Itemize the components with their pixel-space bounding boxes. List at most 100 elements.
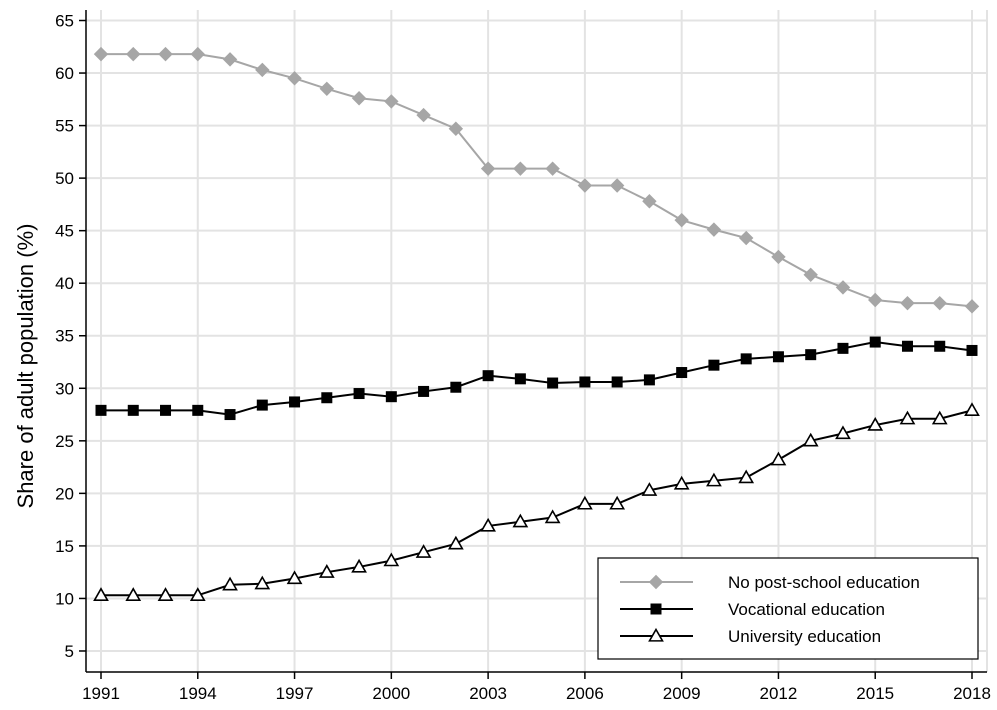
series-line-no-post-school	[101, 53, 973, 308]
data-point-no-post-school	[222, 52, 238, 67]
data-point-no-post-school	[319, 81, 335, 97]
data-point-vocational	[643, 374, 655, 386]
data-point-no-post-school	[738, 230, 754, 246]
y-tick-label: 50	[55, 169, 74, 188]
data-point-no-post-school	[158, 46, 173, 62]
data-point-no-post-school	[351, 91, 367, 106]
y-tick-label: 55	[55, 117, 74, 136]
data-point-university	[964, 402, 980, 417]
data-point-no-post-school	[609, 178, 625, 193]
x-tick-label: 2012	[760, 684, 798, 703]
data-point-university	[157, 587, 174, 601]
x-tick-label: 2000	[372, 684, 410, 703]
data-point-university	[738, 469, 755, 484]
data-point-vocational	[772, 351, 784, 363]
data-point-vocational	[901, 340, 913, 352]
data-point-vocational	[966, 344, 978, 356]
data-point-vocational	[353, 388, 365, 400]
data-point-no-post-school	[513, 161, 528, 176]
data-point-no-post-school	[803, 267, 818, 283]
data-point-vocational	[127, 404, 139, 416]
legend: No post-school education Vocational educa…	[597, 557, 979, 660]
data-point-vocational	[321, 392, 333, 404]
x-tick-label: 1991	[82, 684, 120, 703]
data-point-vocational	[514, 373, 526, 385]
data-point-university	[802, 432, 819, 447]
y-tick-label: 15	[55, 537, 74, 556]
y-tick-label: 10	[55, 589, 74, 608]
series-line-vocational	[101, 341, 973, 416]
data-point-no-post-school	[416, 107, 431, 123]
legend-label-vocational: Vocational education	[728, 600, 885, 619]
data-point-no-post-school	[545, 161, 560, 176]
data-point-vocational	[482, 370, 494, 382]
data-point-university	[222, 576, 238, 591]
x-tick-label: 1997	[276, 684, 314, 703]
data-point-university	[351, 558, 367, 573]
data-point-no-post-school	[932, 295, 947, 311]
legend-marker-university	[648, 627, 664, 642]
x-tick-label: 2018	[953, 684, 991, 703]
data-point-vocational	[224, 409, 236, 421]
data-point-no-post-school	[577, 178, 593, 193]
data-point-no-post-school	[868, 292, 883, 308]
data-point-no-post-school	[93, 46, 109, 62]
data-point-no-post-school	[900, 295, 915, 311]
data-point-vocational	[450, 381, 462, 393]
x-tick-label: 1994	[179, 684, 217, 703]
data-point-university	[673, 475, 690, 490]
data-point-vocational	[579, 376, 591, 388]
data-point-vocational	[547, 377, 559, 389]
data-point-university	[254, 575, 271, 590]
data-point-university	[544, 509, 561, 524]
data-point-vocational	[256, 399, 268, 411]
legend-marker-no-post-school	[648, 574, 664, 590]
data-point-university	[706, 472, 722, 487]
data-point-university	[93, 587, 109, 601]
y-tick-label: 25	[55, 432, 74, 451]
y-tick-label: 65	[55, 12, 74, 31]
data-point-no-post-school	[384, 94, 399, 109]
data-point-vocational	[289, 396, 301, 408]
data-point-no-post-school	[255, 62, 270, 78]
data-point-vocational	[708, 359, 720, 371]
data-point-university	[125, 587, 142, 601]
data-point-university	[480, 517, 496, 532]
legend-label-no-post-school: No post-school education	[728, 573, 920, 592]
y-tick-label: 40	[55, 274, 74, 293]
y-tick-label: 5	[65, 642, 74, 661]
data-point-no-post-school	[126, 46, 141, 62]
data-point-vocational	[192, 404, 204, 416]
data-point-no-post-school	[771, 249, 786, 265]
data-point-university	[577, 495, 593, 510]
y-tick-label: 35	[55, 327, 74, 346]
data-point-university	[447, 535, 464, 550]
data-point-vocational	[160, 404, 172, 416]
data-point-university	[512, 513, 529, 528]
data-point-university	[931, 410, 948, 425]
x-tick-label: 2006	[566, 684, 604, 703]
data-point-university	[383, 552, 400, 567]
data-point-vocational	[676, 367, 688, 379]
x-tick-label: 2015	[856, 684, 894, 703]
data-point-vocational	[934, 340, 946, 352]
data-point-vocational	[385, 391, 397, 403]
data-point-no-post-school	[448, 121, 464, 136]
data-point-vocational	[869, 336, 881, 348]
data-point-no-post-school	[190, 46, 205, 62]
data-point-university	[286, 570, 303, 585]
legend-marker-vocational	[650, 603, 662, 615]
data-point-university	[189, 587, 206, 601]
data-point-university	[867, 416, 884, 431]
data-point-vocational	[95, 404, 107, 416]
y-tick-label: 45	[55, 222, 74, 241]
data-point-vocational	[837, 342, 849, 354]
data-point-university	[415, 544, 432, 558]
legend-label-university: University education	[728, 627, 881, 646]
series-university	[93, 402, 980, 601]
data-point-no-post-school	[480, 161, 496, 176]
x-tick-label: 2009	[663, 684, 701, 703]
data-point-university	[899, 410, 916, 425]
